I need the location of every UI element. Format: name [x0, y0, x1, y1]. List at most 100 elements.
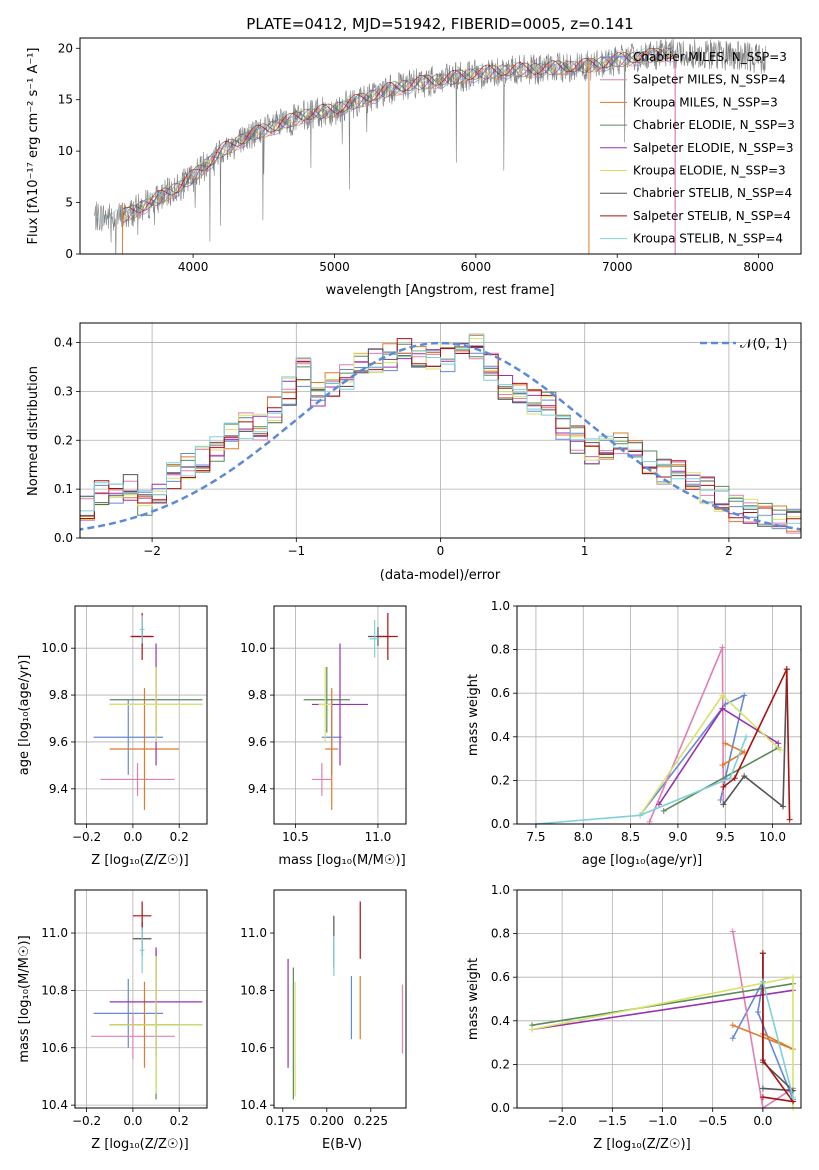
weight-line [639, 694, 781, 816]
residual-y-label: Normed distribution [26, 366, 41, 496]
weight-line [721, 742, 746, 766]
p7-marks [529, 928, 796, 1111]
residual-ytick-label: 0.3 [54, 384, 73, 398]
residual-xtick-label: 2 [725, 544, 733, 558]
p6-ytick-label: 10.6 [240, 1041, 267, 1055]
p2-xtick-label: 0.2 [170, 830, 189, 844]
p3-ytick-label: 9.8 [248, 688, 267, 702]
spectrum-frame [79, 37, 802, 255]
weight-line [722, 668, 791, 820]
residual-histogram-kroupa-stelib [80, 333, 801, 530]
p5-ytick-label: 10.8 [41, 983, 68, 997]
mass-weight-vs-Z-panel: −2.0 −1.5 −1.0 −0.5 0.0 0.0 0.2 0.4 0.6 0.8 1.0 [491, 883, 802, 1128]
p5-xtick-label: 0.2 [170, 1114, 189, 1128]
p6-ytick-label: 10.4 [240, 1098, 267, 1112]
weight-line [663, 746, 779, 812]
p7-ytick-label: 0.0 [491, 1101, 510, 1115]
spectrum-x-label: wavelength [Angstrom, rest frame] [326, 283, 555, 298]
p7-xtick-label: −1.0 [648, 1114, 677, 1128]
residual-xtick-label: 0 [437, 544, 445, 558]
p7-xtick-label: −2.0 [548, 1114, 577, 1128]
p2-xtick-label: 0.0 [123, 830, 142, 844]
p6-xtick-label: 0.175 [266, 1114, 300, 1128]
legend-label: Kroupa STELIB, N_SSP=4 [633, 232, 783, 246]
p7-ytick-label: 1.0 [491, 883, 510, 897]
p4-x-label: age [log₁₀(age/yr)] [582, 853, 703, 868]
p3-frame [273, 605, 407, 825]
p2-ytick-label: 10.0 [41, 641, 68, 655]
residual-ytick-label: 0.0 [54, 531, 73, 545]
p3-marks [303, 613, 398, 810]
p2-ytick-label: 9.4 [49, 782, 68, 796]
p4-ytick-label: 1.0 [491, 599, 510, 613]
legend-label: Chabrier STELIB, N_SSP=4 [633, 186, 792, 200]
p7-xtick-label: −1.5 [598, 1114, 627, 1128]
residual-ytick-label: 0.2 [54, 433, 73, 447]
p4-xtick-label: 8.5 [621, 830, 640, 844]
p7-ytick-label: 0.4 [491, 1014, 510, 1028]
spectrum-ytick-label: 15 [58, 93, 73, 107]
spectrum-xtick-label: 8000 [743, 260, 774, 274]
p6-x-label: E(B-V) [322, 1137, 362, 1152]
p4-xtick-label: 9.5 [716, 830, 735, 844]
p2-xtick-label: −0.2 [72, 830, 101, 844]
weight-line [732, 981, 794, 1100]
spectrum-xtick-label: 4000 [178, 260, 209, 274]
residual-legend: 𝒩(0, 1) [700, 337, 787, 352]
p6-xtick-label: 0.200 [310, 1114, 344, 1128]
residual-xtick-label: 1 [581, 544, 589, 558]
model-spectrum-chabrier-miles [122, 51, 674, 218]
residual-x-label: (data-model)/error [380, 568, 501, 583]
p7-frame [516, 889, 802, 1109]
observed-spectrum [93, 38, 766, 254]
p5-ytick-label: 11.0 [41, 926, 68, 940]
spectrum-ytick-label: 20 [58, 41, 73, 55]
residual-ytick-label: 0.1 [54, 482, 73, 496]
p7-xtick-label: 0.0 [753, 1114, 772, 1128]
p6-marks [287, 901, 404, 1100]
legend-label: Chabrier MILES, N_SSP=3 [633, 50, 787, 64]
residual-xtick-label: −1 [287, 544, 305, 558]
model-spectrum-chabrier-stelib [122, 47, 674, 216]
p6-frame [273, 889, 407, 1109]
p7-x-label: Z [log₁₀(Z/Z☉)] [593, 1137, 690, 1152]
p6-ytick-label: 10.8 [240, 983, 267, 997]
p5-marks [91, 901, 203, 1100]
p4-ytick-label: 0.4 [491, 730, 510, 744]
p4-xtick-label: 10.0 [759, 830, 786, 844]
p4-ytick-label: 0.2 [491, 773, 510, 787]
legend-label: Salpeter MILES, N_SSP=4 [633, 73, 786, 87]
p5-xtick-label: 0.0 [123, 1114, 142, 1128]
mass-vs-ebv-panel: 0.175 0.200 0.225 10.4 10.6 10.8 11.0 [240, 889, 407, 1128]
model-spectrum-kroupa-stelib [93, 47, 674, 222]
p3-xtick-label: 10.5 [282, 830, 309, 844]
weight-line [535, 736, 747, 825]
p7-ytick-label: 0.2 [491, 1057, 510, 1071]
p2-marks [93, 613, 203, 810]
legend-label: Salpeter STELIB, N_SSP=4 [633, 209, 791, 223]
p3-xtick-label: 11.0 [365, 830, 392, 844]
mass-vs-Z-panel: −0.2 0.0 0.2 10.4 10.6 10.8 11.0 [41, 889, 208, 1128]
p5-y-label: mass [log₁₀(M/M☉)] [17, 935, 32, 1062]
p5-xtick-label: −0.2 [72, 1114, 101, 1128]
p4-xtick-label: 8.0 [574, 830, 593, 844]
spectrum-ytick-label: 5 [65, 196, 73, 210]
legend-label: Salpeter ELODIE, N_SSP=3 [633, 141, 794, 155]
weight-line [762, 953, 795, 1103]
p2-ytick-label: 9.8 [49, 688, 68, 702]
p5-ytick-label: 10.4 [41, 1098, 68, 1112]
spectrum-y-label: Flux [fλ10⁻¹⁷ erg cm⁻² s⁻¹ A⁻¹] [26, 48, 41, 245]
p3-ytick-label: 9.4 [248, 782, 267, 796]
spectrum-legend: Chabrier MILES, N_SSP=3 Salpeter MILES, N… [600, 50, 795, 246]
p4-marks [532, 644, 793, 827]
p7-y-label: mass weight [466, 958, 481, 1040]
p7-xtick-label: −0.5 [698, 1114, 727, 1128]
residual-xtick-label: −2 [143, 544, 161, 558]
p4-xtick-label: 7.5 [526, 830, 545, 844]
residual-ytick-label: 0.4 [54, 336, 73, 350]
p3-x-label: mass [log₁₀(M/M☉)] [278, 853, 405, 868]
p4-frame [516, 605, 802, 825]
model-spectrum-salpeter-stelib [122, 47, 674, 213]
weight-line [531, 989, 794, 1031]
